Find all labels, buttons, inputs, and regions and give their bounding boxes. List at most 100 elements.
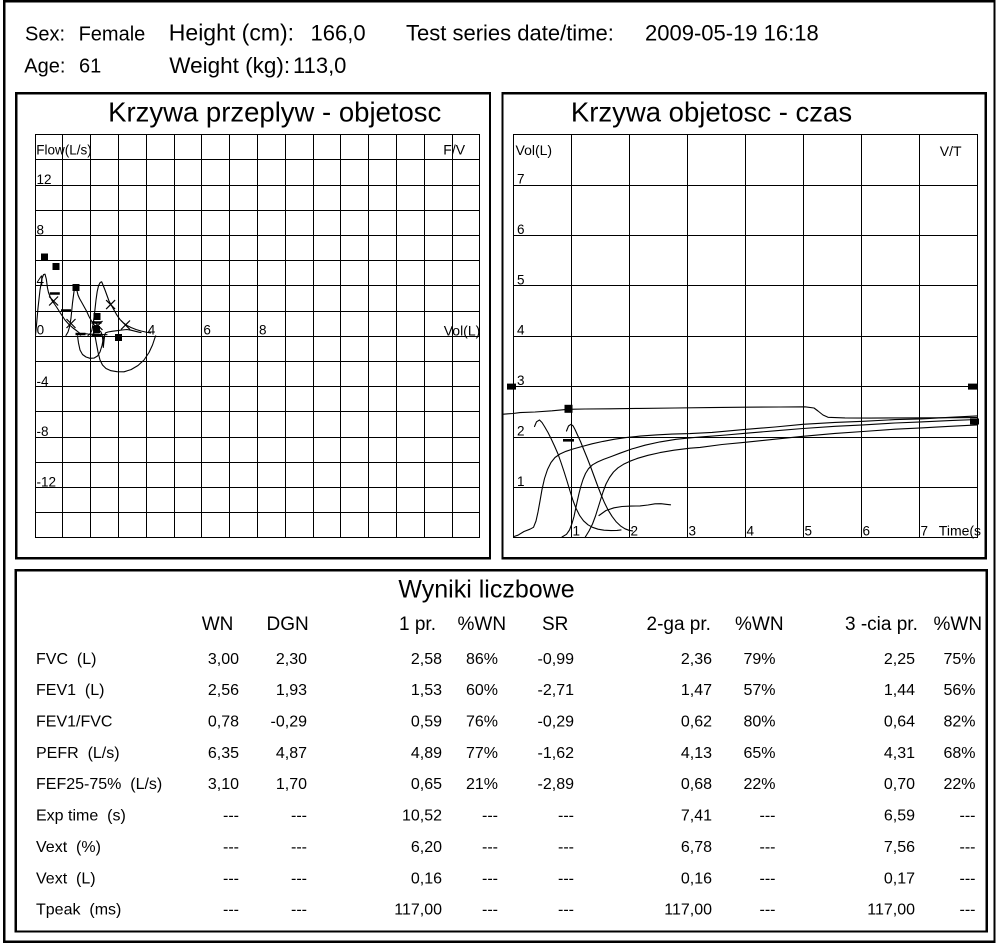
svg-text:---: --- (291, 839, 307, 856)
svg-text:0,70: 0,70 (884, 776, 915, 793)
svg-text:4: 4 (517, 323, 525, 338)
svg-text:FEV1/FVC: FEV1/FVC (36, 714, 112, 731)
svg-text:3 -cia pr.: 3 -cia pr. (845, 614, 918, 635)
svg-text:117,00: 117,00 (394, 902, 442, 919)
svg-text:4,89: 4,89 (411, 745, 442, 762)
svg-text:0,59: 0,59 (411, 714, 442, 731)
svg-text:---: --- (482, 870, 498, 887)
svg-text:2,30: 2,30 (276, 651, 307, 668)
svg-text:1,47: 1,47 (681, 682, 712, 699)
svg-text:7: 7 (921, 523, 929, 538)
svg-text:6,20: 6,20 (411, 839, 442, 856)
svg-text:---: --- (960, 902, 976, 919)
svg-text:---: --- (291, 870, 307, 887)
svg-text:1,93: 1,93 (276, 682, 307, 699)
svg-text:Vext (%): Vext (%) (36, 839, 101, 856)
svg-text:-2,89: -2,89 (538, 776, 575, 793)
svg-text:Female: Female (79, 23, 146, 45)
svg-text:FVC (L): FVC (L) (36, 651, 96, 668)
svg-text:-1,62: -1,62 (538, 745, 575, 762)
svg-text:FEF25-75% (L/s): FEF25-75% (L/s) (36, 776, 162, 793)
svg-text:2,25: 2,25 (884, 651, 915, 668)
svg-text:-2,71: -2,71 (538, 682, 575, 699)
svg-text:76%: 76% (466, 714, 498, 731)
svg-text:117,00: 117,00 (867, 902, 915, 919)
svg-text:3,00: 3,00 (208, 651, 239, 668)
svg-text:Height (cm):: Height (cm): (169, 19, 294, 45)
svg-text:4,31: 4,31 (884, 745, 915, 762)
svg-text:---: --- (482, 808, 498, 825)
svg-text:61: 61 (79, 56, 101, 78)
svg-text:V/T: V/T (940, 143, 962, 159)
svg-text:SR: SR (542, 614, 568, 635)
svg-text:Exp time (s): Exp time (s) (36, 808, 126, 825)
svg-text:%WN: %WN (458, 614, 507, 635)
svg-text:---: --- (960, 870, 976, 887)
svg-text:80%: 80% (743, 714, 775, 731)
svg-text:Wyniki liczbowe: Wyniki liczbowe (398, 576, 574, 604)
svg-text:-0,29: -0,29 (271, 714, 308, 731)
svg-text:Age:: Age: (24, 56, 65, 78)
svg-text:0,68: 0,68 (681, 776, 712, 793)
svg-text:0: 0 (37, 323, 45, 338)
svg-text:Krzywa objetosc - czas: Krzywa objetosc - czas (571, 97, 852, 128)
svg-text:WN: WN (202, 614, 234, 635)
svg-text:2,58: 2,58 (411, 651, 442, 668)
svg-text:65%: 65% (743, 745, 775, 762)
svg-text:6,78: 6,78 (681, 839, 712, 856)
svg-text:5: 5 (517, 272, 525, 287)
svg-text:86%: 86% (466, 651, 498, 668)
svg-text:Vol(L): Vol(L) (516, 142, 553, 158)
svg-text:1: 1 (573, 523, 581, 538)
svg-text:---: --- (482, 839, 498, 856)
svg-text:4,87: 4,87 (276, 745, 307, 762)
svg-text:---: --- (291, 808, 307, 825)
svg-text:6,35: 6,35 (208, 745, 239, 762)
svg-text:Vext (L): Vext (L) (36, 870, 96, 887)
svg-text:---: --- (558, 808, 574, 825)
svg-text:1 pr.: 1 pr. (399, 614, 436, 635)
svg-text:4: 4 (747, 523, 755, 538)
svg-text:2: 2 (631, 523, 639, 538)
svg-text:56%: 56% (943, 682, 975, 699)
svg-text:-8: -8 (37, 424, 49, 439)
svg-text:6: 6 (517, 222, 525, 237)
svg-text:68%: 68% (943, 745, 975, 762)
svg-text:75%: 75% (943, 651, 975, 668)
svg-text:82%: 82% (943, 714, 975, 731)
svg-text:-0,29: -0,29 (538, 714, 575, 731)
svg-text:---: --- (223, 870, 239, 887)
svg-text:---: --- (291, 902, 307, 919)
svg-text:3: 3 (689, 523, 697, 538)
svg-text:DGN: DGN (267, 614, 309, 635)
svg-text:---: --- (760, 870, 776, 887)
svg-text:---: --- (223, 902, 239, 919)
svg-text:3,10: 3,10 (208, 776, 239, 793)
svg-text:---: --- (960, 839, 976, 856)
svg-text:10,52: 10,52 (402, 808, 442, 825)
svg-text:79%: 79% (743, 651, 775, 668)
svg-text:0,78: 0,78 (208, 714, 239, 731)
svg-text:2-ga pr.: 2-ga pr. (647, 614, 711, 635)
svg-text:21%: 21% (466, 776, 498, 793)
svg-text:---: --- (760, 839, 776, 856)
svg-text:Sex:: Sex: (25, 23, 65, 45)
svg-text:1,70: 1,70 (276, 776, 307, 793)
svg-text:1,53: 1,53 (411, 682, 442, 699)
svg-text:4: 4 (37, 273, 45, 288)
svg-text:22%: 22% (743, 776, 775, 793)
svg-text:Krzywa przeplyw - objetosc: Krzywa przeplyw - objetosc (108, 97, 441, 128)
svg-text:2,56: 2,56 (208, 682, 239, 699)
svg-text:0,65: 0,65 (411, 776, 442, 793)
svg-text:---: --- (760, 902, 776, 919)
svg-text:3: 3 (517, 373, 525, 388)
svg-text:7: 7 (517, 172, 525, 187)
svg-text:6: 6 (203, 323, 211, 338)
svg-text:---: --- (223, 808, 239, 825)
svg-text:Time(s: Time(s (939, 522, 981, 538)
svg-text:0,17: 0,17 (884, 870, 915, 887)
svg-text:117,00: 117,00 (664, 902, 712, 919)
svg-text:0,16: 0,16 (411, 870, 442, 887)
svg-text:1,44: 1,44 (884, 682, 915, 699)
svg-text:Vol(L): Vol(L) (444, 322, 481, 338)
